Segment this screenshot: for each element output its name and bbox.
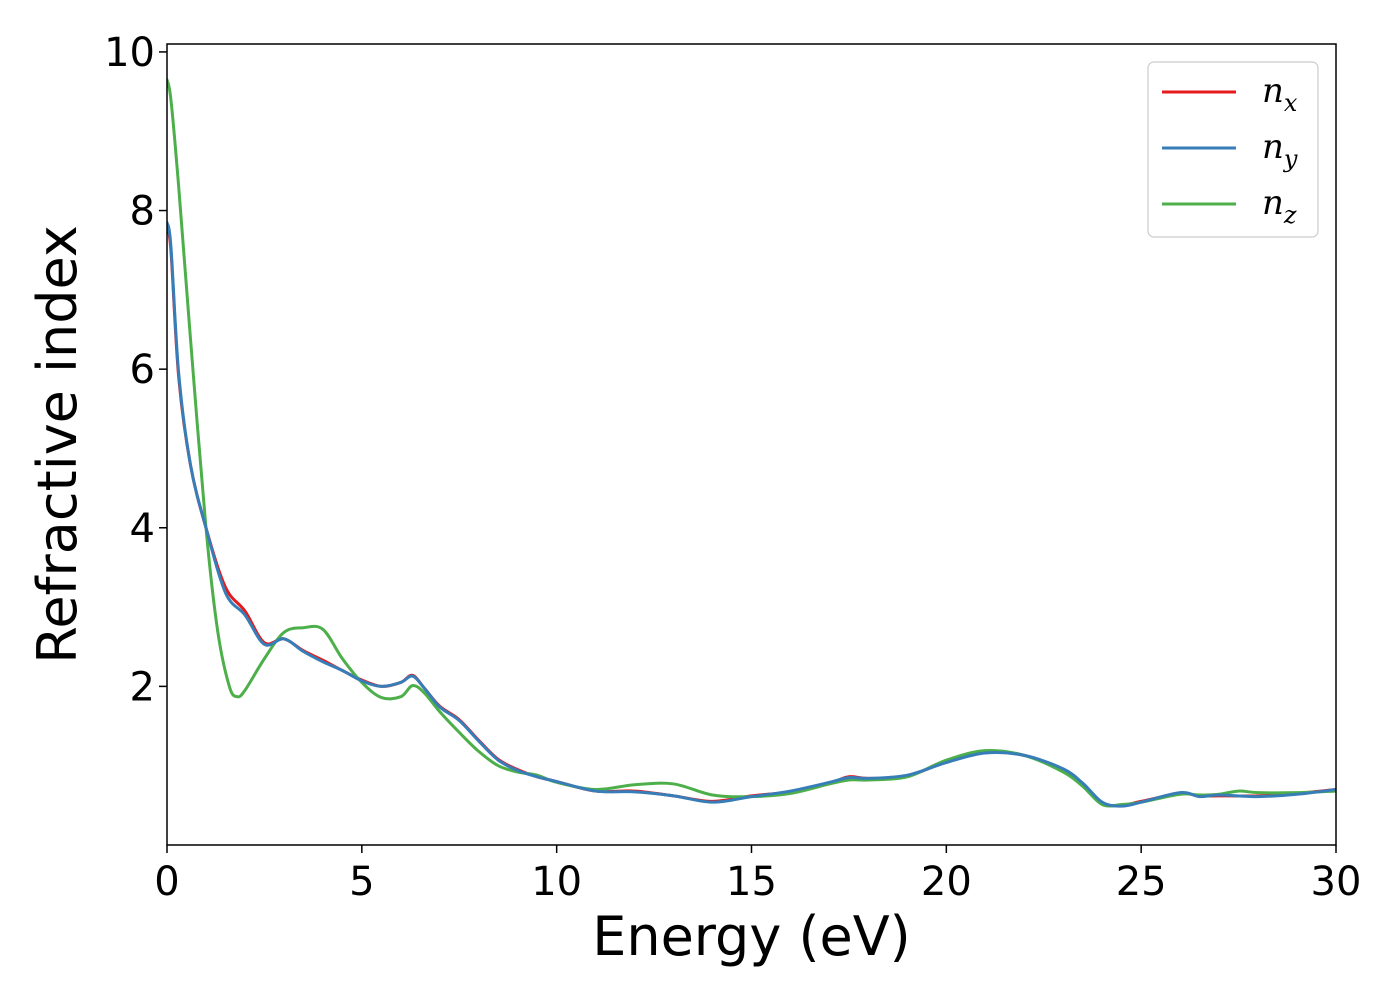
legend-item-x: nx <box>1162 71 1298 117</box>
x-tick-label: 20 <box>921 859 972 905</box>
y-tick-label: 2 <box>130 664 155 710</box>
legend-item-y: ny <box>1162 127 1298 173</box>
series-line-y <box>167 220 1336 808</box>
y-tick-label: 4 <box>130 506 155 552</box>
legend: nx ny nz <box>1147 61 1319 238</box>
y-axis-label: Refractive index <box>26 225 89 664</box>
x-tick-label: 15 <box>726 859 777 905</box>
legend-item-z: nz <box>1162 183 1297 229</box>
series-layer <box>167 78 1336 808</box>
legend-label: ny <box>1262 127 1298 173</box>
legend-label: nx <box>1262 71 1298 117</box>
y-tick-label: 8 <box>130 189 155 235</box>
y-axis-ticks: 2 4 6 8 10 <box>104 30 167 710</box>
x-tick-label: 30 <box>1311 859 1362 905</box>
y-tick-label: 6 <box>130 347 155 393</box>
x-tick-label: 0 <box>154 859 179 905</box>
x-axis-ticks: 0 5 10 15 20 25 30 <box>154 845 1361 905</box>
x-tick-label: 25 <box>1116 859 1167 905</box>
x-tick-label: 5 <box>349 859 374 905</box>
x-tick-label: 10 <box>531 859 582 905</box>
legend-label: nz <box>1262 183 1297 229</box>
y-tick-label: 10 <box>104 30 155 76</box>
x-axis-label: Energy (eV) <box>592 905 911 968</box>
